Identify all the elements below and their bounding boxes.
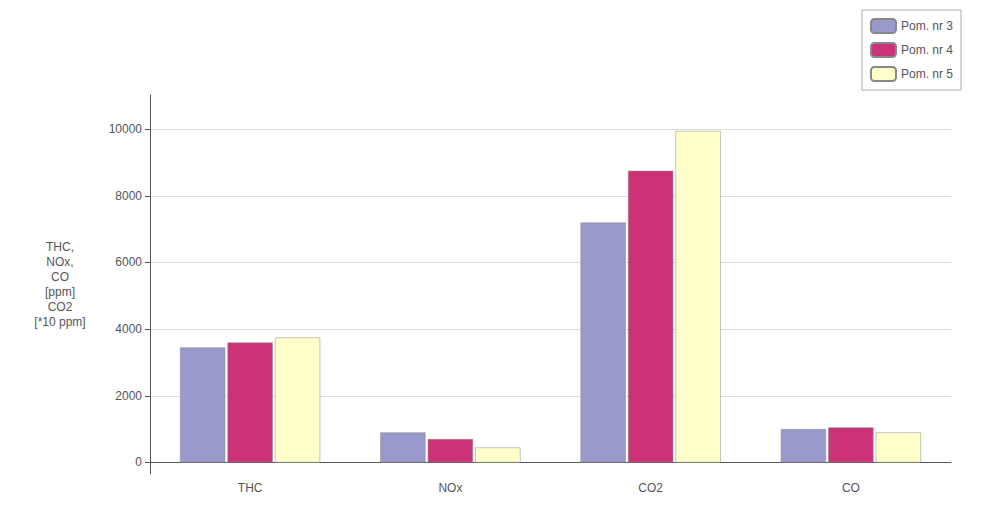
svg-text:NOx,: NOx, — [46, 255, 73, 269]
svg-text:2000: 2000 — [115, 389, 142, 403]
svg-text:CO2: CO2 — [638, 481, 663, 495]
svg-text:THC,: THC, — [46, 240, 74, 254]
svg-text:Pom. nr 5: Pom. nr 5 — [901, 67, 953, 81]
svg-text:CO: CO — [51, 270, 69, 284]
svg-text:0: 0 — [135, 455, 142, 469]
svg-text:10000: 10000 — [109, 122, 143, 136]
svg-text:CO2: CO2 — [48, 300, 73, 314]
svg-text:CO: CO — [842, 481, 860, 495]
svg-text:Pom. nr 3: Pom. nr 3 — [901, 19, 953, 33]
svg-text:8000: 8000 — [115, 189, 142, 203]
svg-text:[ppm]: [ppm] — [45, 285, 75, 299]
svg-text:6000: 6000 — [115, 255, 142, 269]
svg-text:THC: THC — [238, 481, 263, 495]
svg-text:4000: 4000 — [115, 322, 142, 336]
svg-text:[*10 ppm]: [*10 ppm] — [34, 315, 85, 329]
svg-text:Pom. nr 4: Pom. nr 4 — [901, 43, 953, 57]
svg-text:NOx: NOx — [438, 481, 462, 495]
